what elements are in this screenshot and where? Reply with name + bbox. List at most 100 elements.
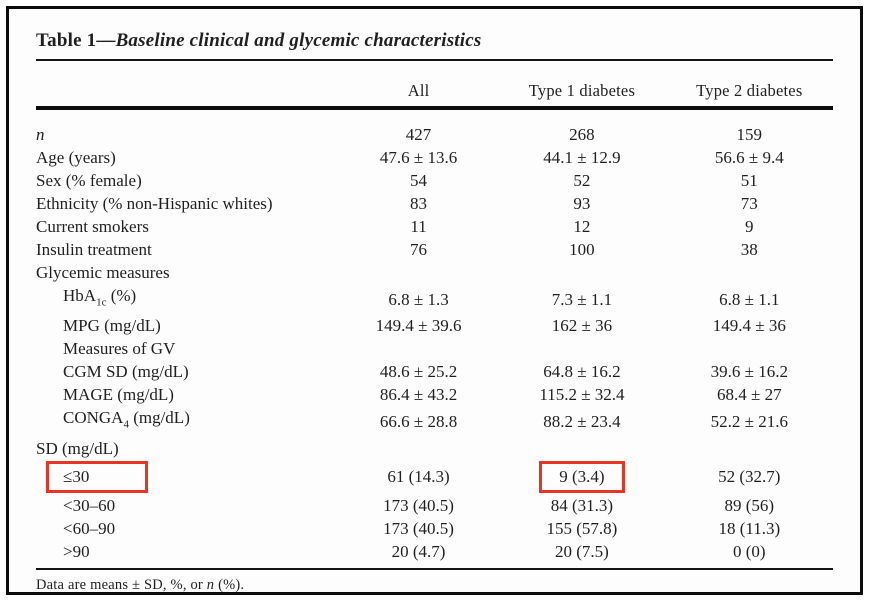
row-value: 54 [410, 171, 428, 190]
footnote-italic-n: n [206, 576, 215, 593]
row-value: 162 ± 36 [551, 316, 613, 336]
row-label: ≤30 [36, 460, 339, 494]
table-body: n 427 268 159 Age (years) 47.6 ± 13.6 44.1 ± 1… [36, 108, 833, 570]
row-label: CONGA4 (mg/dL) [63, 408, 190, 431]
row-value: 83 [410, 194, 428, 213]
row-label: Measures of GV [63, 339, 176, 359]
table-frame: Table 1—Baseline clinical and glycemic c… [6, 6, 863, 595]
row-value: 7.3 ± 1.1 [551, 289, 613, 309]
table-number: Table 1 [36, 30, 97, 51]
row-value: 56.6 ± 9.4 [714, 148, 784, 167]
table-row: >90 20 (4.7) 20 (7.5) 0 (0) [36, 539, 833, 570]
table-header: All Type 1 diabetes Type 2 diabetes [36, 61, 833, 110]
row-value [498, 261, 665, 284]
table-row: MAGE (mg/dL) 86.4 ± 43.2 115.2 ± 32.4 68.4 … [36, 383, 833, 406]
row-label: Glycemic measures [36, 263, 170, 282]
row-label: Sex (% female) [36, 171, 142, 190]
title-text: Baseline clinical and glycemic character… [115, 30, 482, 51]
table-row: CONGA4 (mg/dL) 66.6 ± 28.8 88.2 ± 23.4 52.2… [36, 406, 833, 436]
row-value: 52 [573, 171, 591, 190]
table-row: ≤30 61 (14.3) 9 (3.4) 52 (32.7) [36, 460, 833, 494]
row-value [498, 437, 665, 460]
row-value: 76 [410, 240, 428, 259]
row-value [666, 437, 833, 460]
row-value: 73 [740, 194, 758, 213]
row-value: 0 (0) [665, 539, 833, 570]
row-value: 89 (56) [724, 495, 775, 515]
row-label: <30–60 [63, 495, 116, 515]
row-value: 159 [736, 125, 763, 144]
row-value: 88.2 ± 23.4 [543, 412, 621, 432]
row-value [339, 337, 498, 360]
row-label: n [36, 125, 45, 144]
row-value [339, 437, 498, 460]
row-value: 68.4 ± 27 [717, 385, 782, 405]
table-row: SD (mg/dL) [36, 437, 833, 460]
table-row: <30–60 173 (40.5) 84 (31.3) 89 (56) [36, 494, 833, 517]
row-value [498, 337, 665, 360]
red-annotation-box: 9 (3.4) [539, 460, 625, 493]
table-content: Table 1—Baseline clinical and glycemic c… [9, 9, 860, 594]
row-value: 52 (32.7) [718, 467, 781, 487]
row-value: 39.6 ± 16.2 [710, 362, 788, 382]
row-label: Current smokers [36, 217, 149, 236]
row-label: Ethnicity (% non-Hispanic whites) [36, 194, 273, 213]
row-value: 115.2 ± 32.4 [539, 385, 625, 405]
footnote-suffix: (%). [214, 576, 245, 593]
column-header-all: All [338, 61, 499, 110]
row-value: 149.4 ± 39.6 [375, 316, 462, 336]
row-label: MAGE (mg/dL) [63, 385, 174, 405]
column-header-type1: Type 1 diabetes [498, 61, 666, 110]
table-row: Age (years) 47.6 ± 13.6 44.1 ± 12.9 56.6 ± … [36, 146, 833, 169]
header-row: All Type 1 diabetes Type 2 diabetes [36, 61, 833, 110]
table-row: Sex (% female) 54 52 51 [36, 169, 833, 192]
title-dash: — [96, 30, 116, 51]
table-row: MPG (mg/dL) 149.4 ± 39.6 162 ± 36 149.4 ± 3… [36, 314, 833, 337]
row-label: MPG (mg/dL) [63, 316, 161, 336]
row-value [666, 261, 833, 284]
table-row: Insulin treatment 76 100 38 [36, 238, 833, 261]
header-blank-cell [36, 61, 339, 110]
title-rule [36, 59, 833, 61]
row-label: HbA1c (%) [63, 286, 137, 309]
row-label: Age (years) [36, 148, 116, 167]
table-row: Ethnicity (% non-Hispanic whites) 83 93 73 [36, 192, 833, 215]
footnote-prefix: Data are means ± SD, %, or [36, 576, 207, 593]
table-row: HbA1c (%) 6.8 ± 1.3 7.3 ± 1.1 6.8 ± 1.1 [36, 284, 833, 314]
row-value: 173 (40.5) [383, 518, 454, 538]
row-label: SD (mg/dL) [36, 438, 119, 458]
row-value: 38 [740, 240, 758, 259]
row-value: 61 (14.3) [387, 467, 450, 487]
row-value: 86.4 ± 43.2 [379, 385, 458, 405]
row-value: 100 [569, 240, 595, 259]
table-row: Glycemic measures [36, 261, 833, 284]
row-value: 9 (3.4) [498, 460, 665, 494]
row-value: 66.6 ± 28.8 [379, 412, 458, 432]
row-value: 84 (31.3) [550, 495, 614, 515]
row-value: 18 (11.3) [718, 518, 781, 538]
row-value: 6.8 ± 1.3 [388, 289, 449, 309]
row-value: 173 (40.5) [383, 495, 454, 515]
table-row: Measures of GV [36, 337, 833, 360]
row-value: 9 [745, 217, 754, 236]
row-label: >90 [36, 539, 339, 570]
row-value: 44.1 ± 12.9 [543, 148, 621, 167]
row-value: 149.4 ± 36 [712, 316, 786, 336]
table-footnote: Data are means ± SD, %, or n (%). [36, 570, 833, 594]
table-row: CGM SD (mg/dL) 48.6 ± 25.2 64.8 ± 16.2 39.6… [36, 360, 833, 383]
table-title: Table 1—Baseline clinical and glycemic c… [36, 30, 833, 52]
row-value: 52.2 ± 21.6 [710, 412, 788, 432]
row-label: <60–90 [63, 518, 116, 538]
row-value: 12 [573, 217, 591, 236]
row-value: 268 [569, 125, 595, 144]
row-label: CGM SD (mg/dL) [63, 362, 189, 382]
row-value: 51 [740, 171, 758, 190]
table-row: <60–90 173 (40.5) 155 (57.8) 18 (11.3) [36, 517, 833, 540]
row-value [339, 261, 498, 284]
row-value: 427 [405, 125, 432, 144]
row-value [666, 337, 833, 360]
row-value: 93 [573, 194, 591, 213]
row-value: 64.8 ± 16.2 [543, 362, 621, 382]
column-header-type2: Type 2 diabetes [665, 61, 833, 110]
